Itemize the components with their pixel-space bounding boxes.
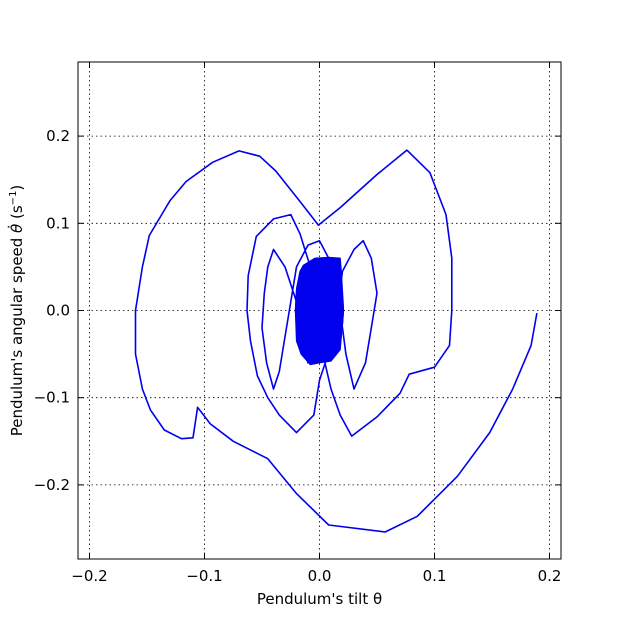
y-tick-label: 0.0	[46, 302, 70, 320]
x-tick-label: 0.2	[538, 567, 562, 585]
y-tick-label: −0.1	[34, 389, 70, 407]
y-axis-label-unit: (s	[8, 205, 26, 224]
y-tick-label: 0.1	[46, 214, 70, 232]
y-tick-label: −0.2	[34, 476, 70, 494]
x-tick-label: −0.2	[71, 567, 107, 585]
x-tick-label: 0.0	[308, 567, 332, 585]
y-axis-label-unit-exponent: −1	[8, 191, 19, 206]
x-tick-label: 0.1	[423, 567, 447, 585]
core-spiral	[294, 257, 345, 364]
data-layer	[134, 149, 538, 533]
x-tick-label: −0.1	[186, 567, 222, 585]
x-axis-label: Pendulum's tilt θ	[257, 590, 382, 608]
y-axis-label-symbol: θ̇	[7, 224, 26, 233]
y-axis-label-text: Pendulum's angular speed	[8, 233, 26, 436]
y-axis-label-unit-close: )	[8, 185, 26, 191]
y-tick-label: 0.2	[46, 127, 70, 145]
y-axis-label: Pendulum's angular speed θ̇ (s−1)	[7, 185, 26, 437]
ticks: −0.2 −0.1 0.0 0.1 0.2 0.2 0.1 0.0 −0.1 −0.2	[34, 62, 562, 585]
